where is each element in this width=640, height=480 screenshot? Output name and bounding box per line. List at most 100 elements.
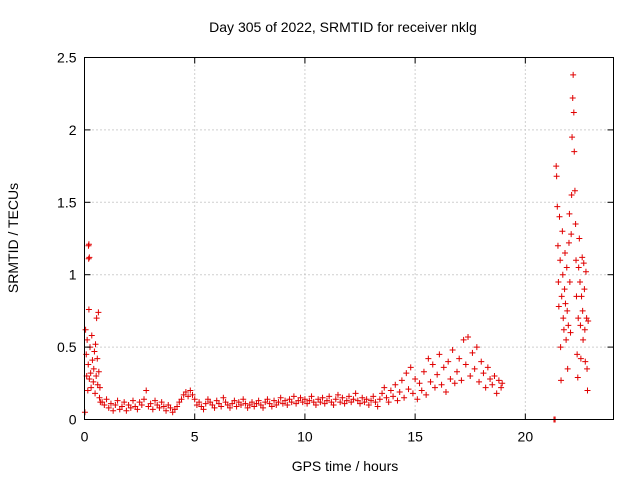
- data-point: [580, 336, 587, 343]
- data-point: [425, 355, 432, 362]
- data-point: [249, 399, 256, 406]
- data-point: [562, 300, 569, 307]
- data-point: [191, 396, 198, 403]
- data-point: [368, 397, 375, 404]
- x-axis-title: GPS time / hours: [292, 458, 399, 474]
- data-point: [561, 286, 568, 293]
- data-point: [403, 370, 410, 377]
- data-point: [559, 228, 566, 235]
- data-point: [282, 397, 289, 404]
- data-point: [185, 393, 192, 400]
- data-point: [220, 394, 227, 401]
- data-point: [431, 384, 438, 391]
- data-point: [471, 365, 478, 372]
- data-point: [110, 407, 117, 414]
- data-point: [390, 393, 397, 400]
- data-point: [112, 402, 119, 409]
- y-tick-label: 1.5: [57, 194, 77, 210]
- data-point: [174, 403, 181, 410]
- data-point: [352, 390, 359, 397]
- data-point: [409, 390, 416, 397]
- data-point: [334, 391, 341, 398]
- data-point: [306, 397, 313, 404]
- data-point: [563, 336, 570, 343]
- data-point: [436, 351, 443, 358]
- y-tick-label: 0.5: [57, 339, 77, 355]
- data-point: [462, 361, 469, 368]
- data-point: [405, 386, 412, 393]
- data-point: [458, 377, 465, 384]
- data-point: [385, 399, 392, 406]
- data-point: [445, 358, 452, 365]
- grid: [84, 57, 614, 420]
- data-point: [147, 400, 154, 407]
- data-point: [167, 404, 174, 411]
- data-point: [237, 402, 244, 409]
- data-point: [580, 260, 587, 267]
- data-point: [86, 375, 93, 382]
- data-point: [491, 373, 498, 380]
- data-point: [467, 373, 474, 380]
- data-point: [96, 384, 103, 391]
- data-point: [577, 322, 584, 329]
- x-tick-label: 20: [518, 429, 534, 445]
- data-point: [579, 254, 586, 261]
- data-point: [330, 402, 337, 409]
- data-point: [343, 397, 350, 404]
- data-point: [93, 315, 100, 322]
- data-point: [94, 355, 101, 362]
- data-point: [576, 235, 583, 242]
- data-point: [420, 368, 427, 375]
- data-point: [90, 378, 97, 385]
- data-point: [573, 257, 580, 264]
- data-point: [460, 336, 467, 343]
- data-point: [86, 254, 93, 261]
- data-point: [570, 109, 577, 116]
- data-point: [284, 402, 291, 409]
- data-point: [574, 374, 581, 381]
- data-point: [578, 293, 585, 300]
- data-point: [465, 333, 472, 340]
- data-point: [359, 394, 366, 401]
- data-point: [312, 402, 319, 409]
- data-point: [372, 399, 379, 406]
- data-point: [101, 402, 108, 409]
- data-point: [202, 400, 209, 407]
- data-point: [288, 399, 295, 406]
- data-point: [557, 344, 564, 351]
- data-point: [401, 394, 408, 401]
- data-point: [473, 344, 480, 351]
- data-point: [107, 400, 114, 407]
- data-point: [564, 365, 571, 372]
- data-point: [560, 326, 567, 333]
- data-point: [95, 309, 102, 316]
- data-point: [456, 355, 463, 362]
- data-point: [581, 286, 588, 293]
- data-point: [449, 346, 456, 353]
- data-point: [575, 315, 582, 322]
- data-point: [317, 399, 324, 406]
- data-point: [398, 377, 405, 384]
- data-point: [566, 278, 573, 285]
- data-point: [574, 351, 581, 358]
- data-point: [350, 396, 357, 403]
- data-point: [499, 380, 506, 387]
- data-point: [182, 388, 189, 395]
- data-point: [554, 242, 561, 249]
- data-point: [557, 257, 564, 264]
- data-point: [584, 387, 591, 394]
- data-point: [583, 315, 590, 322]
- data-point: [92, 390, 99, 397]
- data-point: [560, 315, 567, 322]
- data-point: [231, 397, 238, 404]
- data-point: [271, 397, 278, 404]
- data-point: [553, 173, 560, 180]
- data-point: [577, 355, 584, 362]
- data-point: [563, 264, 570, 271]
- data-point: [396, 388, 403, 395]
- data-point: [568, 231, 575, 238]
- data-point: [566, 210, 573, 217]
- x-tick-label: 15: [407, 429, 423, 445]
- data-point: [187, 387, 194, 394]
